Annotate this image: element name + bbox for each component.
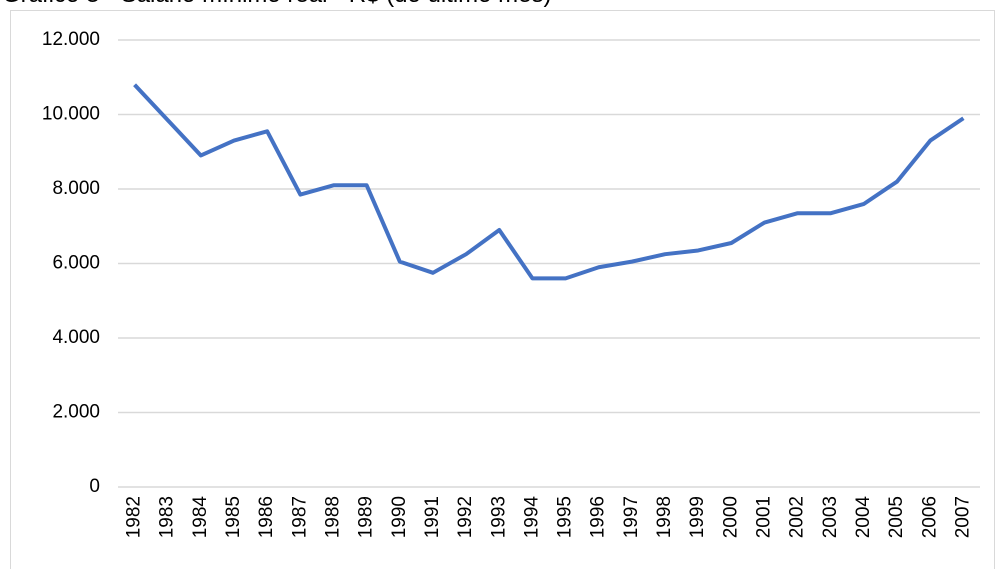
chart-frame [10, 10, 995, 574]
x-tick-label: 2006 [919, 496, 940, 538]
y-tick-label: 0 [89, 476, 100, 497]
x-tick-label: 2007 [952, 496, 973, 538]
x-tick-label: 1982 [124, 496, 145, 538]
x-tick-label: 1989 [356, 496, 377, 538]
line-series [133, 83, 965, 281]
x-tick-label: 1988 [323, 496, 344, 538]
x-tick-label: 1997 [621, 496, 642, 538]
y-tick-label: 6.000 [52, 253, 100, 274]
x-tick-label: 2004 [853, 496, 874, 539]
x-tick-label: 1990 [389, 496, 410, 538]
x-tick-label: 1996 [588, 496, 609, 538]
x-tick-label: 1983 [157, 496, 178, 538]
y-tick-label: 2.000 [52, 402, 100, 423]
y-tick-label: 12.000 [42, 29, 100, 50]
x-tick-label: 2000 [720, 496, 741, 538]
x-tick-label: 1985 [223, 496, 244, 538]
y-tick-label: 10.000 [42, 104, 100, 125]
x-tick-label: 1999 [687, 496, 708, 538]
x-tick-label: 1994 [521, 496, 542, 539]
chart-title: Gráfico 3 - Salário mínimo real - R$ (do… [2, 0, 552, 8]
x-tick-label: 1986 [256, 496, 277, 538]
x-tick-label: 1984 [190, 496, 211, 539]
y-tick-label: 4.000 [52, 327, 100, 348]
x-tick-label: 2002 [787, 496, 808, 538]
x-tick-label: 1993 [488, 496, 509, 538]
y-tick-label: 8.000 [52, 178, 100, 199]
x-tick-label: 1991 [422, 496, 443, 538]
x-tick-label: 1987 [289, 496, 310, 538]
x-tick-label: 2003 [820, 496, 841, 538]
x-tick-label: 1998 [654, 496, 675, 538]
x-tick-label: 2001 [754, 496, 775, 538]
x-tick-label: 1995 [555, 496, 576, 538]
x-tick-label: 1992 [455, 496, 476, 538]
x-tick-label: 2005 [886, 496, 907, 538]
